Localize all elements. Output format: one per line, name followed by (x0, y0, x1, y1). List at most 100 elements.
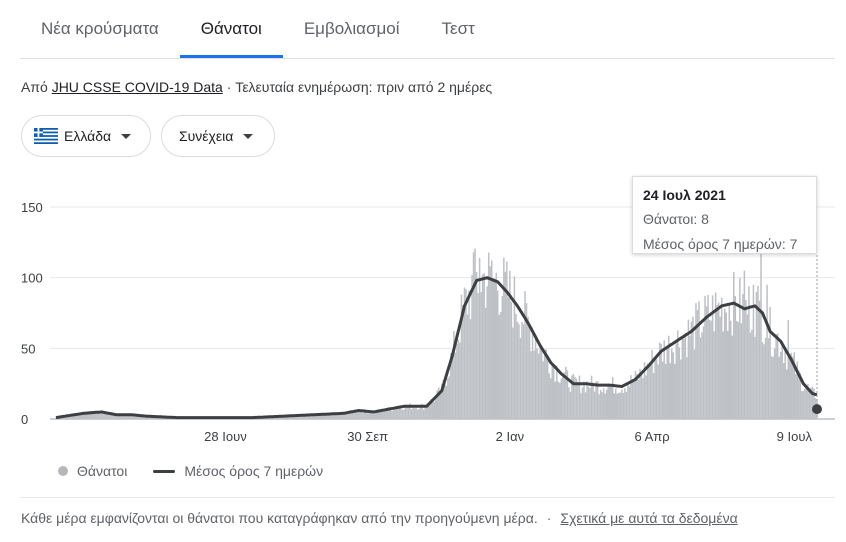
bar (761, 342, 764, 419)
bar (542, 361, 544, 419)
bar (543, 349, 546, 419)
bar (77, 414, 80, 419)
bar (687, 319, 690, 419)
bar (283, 416, 286, 419)
bar (413, 408, 416, 419)
bar (595, 381, 597, 419)
bar (80, 414, 83, 419)
bar (371, 411, 373, 419)
bar (512, 327, 514, 419)
bar (300, 416, 302, 419)
bar (545, 349, 547, 419)
bar (344, 412, 346, 419)
bar (460, 294, 463, 419)
bar (554, 381, 557, 419)
bar (784, 349, 786, 419)
bar (374, 410, 376, 419)
bar (320, 413, 322, 419)
bar (506, 261, 508, 419)
bar (702, 326, 705, 419)
bar (442, 380, 445, 419)
bar (480, 292, 482, 419)
bar (87, 414, 89, 419)
bar (534, 337, 537, 419)
bar (655, 359, 658, 419)
source-link[interactable]: JHU CSSE COVID-19 Data (51, 79, 223, 95)
bar (409, 403, 411, 419)
bar (733, 272, 735, 419)
bar (810, 387, 812, 419)
bar (622, 392, 625, 419)
bar (132, 414, 134, 419)
bar (674, 363, 676, 419)
bar (503, 257, 505, 419)
mode-dropdown[interactable]: Συνέχεια (161, 115, 275, 157)
bar (643, 362, 646, 419)
bar (326, 413, 328, 419)
bar (723, 308, 726, 419)
bar (713, 331, 715, 419)
bar (624, 388, 626, 419)
bar (537, 353, 540, 419)
bar (672, 352, 675, 419)
bar (133, 415, 136, 419)
bar (739, 278, 741, 419)
deaths-chart[interactable]: 0 50 100 150 28 Ιουν 30 Σεπ 2 Ιαν 6 Απρ 9 Ιουλ (0, 165, 846, 460)
bar (516, 321, 519, 419)
bar (646, 363, 649, 419)
bar (770, 356, 773, 419)
bar (749, 332, 752, 419)
bar (634, 370, 637, 419)
bar (336, 412, 339, 419)
bar (456, 343, 458, 419)
bar (282, 416, 284, 419)
bar (766, 284, 768, 419)
mode-label: Συνέχεια (179, 128, 234, 144)
bar (375, 412, 378, 419)
tab-deaths[interactable]: Θάνατοι (179, 0, 283, 58)
greece-flag-icon (34, 128, 58, 144)
about-data-link[interactable]: Σχετικά με αυτά τα δεδομένα (560, 510, 738, 526)
bar (431, 400, 434, 419)
tab-vaccinations[interactable]: Εμβολιασμοί (303, 19, 400, 38)
bar (424, 406, 426, 419)
bar (575, 378, 578, 419)
bar (106, 413, 109, 419)
bar (698, 301, 700, 419)
country-dropdown[interactable]: Ελλάδα (21, 115, 151, 157)
bar (593, 391, 596, 419)
bar (611, 377, 614, 419)
bar (342, 412, 345, 419)
legend-deaths: Θάνατοι (77, 463, 128, 479)
legend-avg: Μέσος όρος 7 ημερών (184, 463, 324, 479)
bar (103, 413, 106, 419)
bar (669, 363, 672, 419)
tab-new-cases[interactable]: Νέα κρούσματα (41, 19, 159, 38)
bar (418, 408, 420, 419)
bar (726, 330, 729, 419)
bar (483, 273, 485, 419)
bar (705, 306, 708, 419)
bar (481, 274, 484, 419)
bar (339, 413, 342, 419)
bar (486, 286, 488, 419)
bar (728, 302, 731, 419)
bar (118, 415, 121, 419)
bar (102, 413, 104, 419)
bar (610, 384, 612, 419)
bar (710, 320, 712, 419)
bar (468, 290, 470, 419)
bar (760, 252, 762, 419)
bar (495, 272, 498, 419)
bar (602, 388, 605, 419)
tab-tests[interactable]: Τεστ (441, 19, 475, 38)
bar (536, 348, 538, 419)
bar (773, 348, 776, 419)
bar (787, 320, 790, 419)
bar (368, 411, 370, 419)
bar (422, 409, 425, 419)
bar (531, 333, 534, 419)
bar (294, 415, 296, 419)
bar (533, 350, 535, 419)
bar (577, 382, 579, 419)
